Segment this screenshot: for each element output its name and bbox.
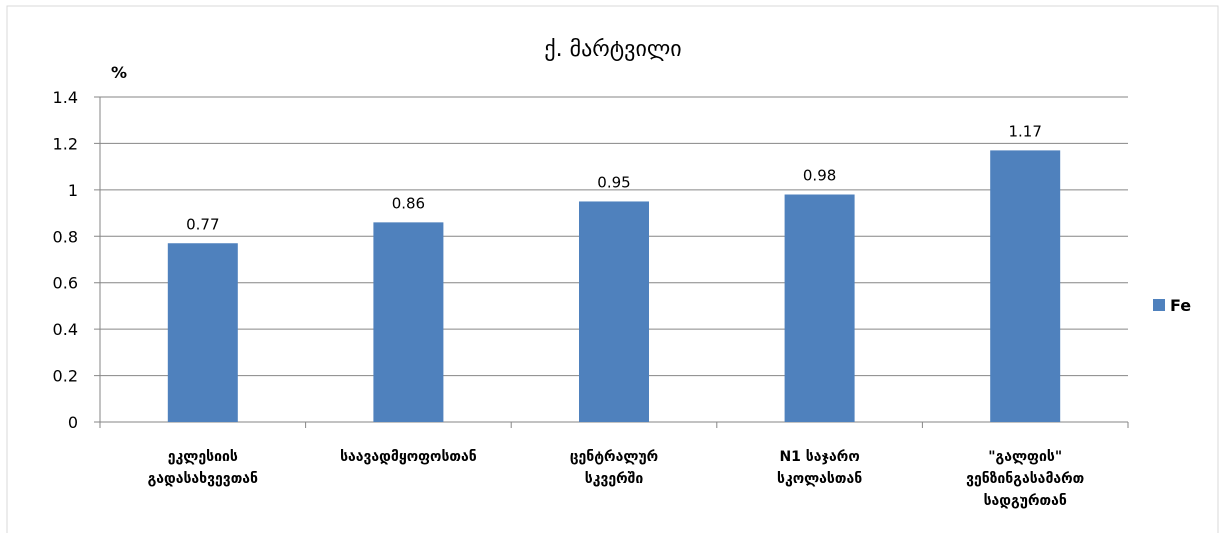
y-tick-label: 1.2 xyxy=(53,134,78,153)
x-category-label: ეკლესიის გადასახვევთან xyxy=(148,449,258,487)
legend-label-fe: Fe xyxy=(1170,296,1191,315)
bar xyxy=(990,150,1061,422)
y-tick-label: 0 xyxy=(68,413,78,432)
bar xyxy=(784,194,855,422)
y-tick-label: 0.2 xyxy=(53,367,78,386)
legend-swatch-fe xyxy=(1153,299,1165,311)
data-label: 1.17 xyxy=(1008,122,1041,140)
data-label: 0.98 xyxy=(803,167,836,185)
bars: 0.77 0.86 0.95 0.98 1.17 xyxy=(167,122,1061,422)
y-tick-label: 0.4 xyxy=(53,320,78,339)
data-label: 0.86 xyxy=(392,194,425,212)
y-tick-label: 1.4 xyxy=(53,88,78,107)
x-category-label: N1 საჯარო სკოლასთან xyxy=(777,449,862,487)
y-tick-label: 0.8 xyxy=(53,227,78,246)
chart-title: ქ. მარტვილი xyxy=(544,37,681,62)
data-label: 0.77 xyxy=(186,215,219,233)
bar xyxy=(167,243,238,422)
legend: Fe xyxy=(1153,296,1191,315)
bar xyxy=(579,201,649,422)
y-axis-unit: % xyxy=(111,63,127,82)
x-category-label: "გალფის" ვენზინგასამართ სადგურთან xyxy=(966,449,1084,509)
bar xyxy=(373,222,444,422)
y-tick-label: 0.6 xyxy=(53,274,78,293)
y-tick-label: 1 xyxy=(68,181,78,200)
x-category-label: ცენტრალურ სკვერში xyxy=(570,449,658,487)
y-tick-labels: 0 0.2 0.4 0.6 0.8 1 1.2 1.4 xyxy=(53,88,78,432)
x-category-labels: ეკლესიის გადასახვევთან საავადმყოფოსთან ცენტ… xyxy=(148,449,1085,509)
data-label: 0.95 xyxy=(597,173,630,191)
x-category-label: საავადმყოფოსთან xyxy=(340,449,477,465)
